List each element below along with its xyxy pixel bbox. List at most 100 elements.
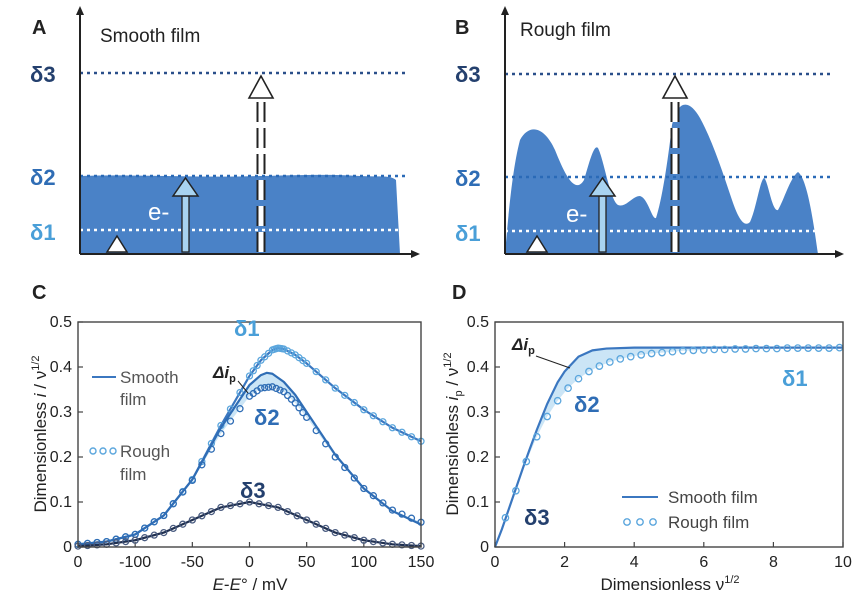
series-point xyxy=(752,344,760,353)
series-point xyxy=(150,518,158,526)
x-tick-label: -100 xyxy=(119,554,151,571)
series-point xyxy=(274,503,282,512)
series-point xyxy=(255,500,263,508)
series-point xyxy=(360,536,368,544)
series-point xyxy=(141,534,149,542)
panel-d-x-label: Dimensionless ν1/2 xyxy=(600,574,739,594)
series-point xyxy=(303,359,311,368)
x-tick-label: 10 xyxy=(834,554,852,571)
series-point xyxy=(379,499,387,507)
series-point xyxy=(245,498,254,506)
y-tick-label: 0 xyxy=(480,539,489,556)
series-point xyxy=(585,367,593,376)
series-point xyxy=(699,346,708,354)
panel-c-delta3-label: δ3 xyxy=(240,478,266,503)
panel-c-delta2-label: δ2 xyxy=(254,405,280,430)
panel-b-delta3-label: δ3 xyxy=(455,62,481,87)
series-point xyxy=(303,413,311,422)
smooth-film-shape xyxy=(80,174,400,254)
panel-d-delta2-label: δ2 xyxy=(574,392,600,417)
x-tick-label: 0 xyxy=(245,554,254,571)
series-point xyxy=(720,345,729,354)
series-point xyxy=(710,345,719,354)
panel-b-letter: B xyxy=(455,17,469,39)
series-point xyxy=(773,344,781,353)
series-point xyxy=(369,492,378,500)
series-point xyxy=(783,344,792,352)
series-point xyxy=(341,463,349,472)
series-point xyxy=(121,533,130,541)
series-point xyxy=(312,520,320,528)
series-point xyxy=(388,506,397,514)
panel-d-delta1-label: δ1 xyxy=(782,366,808,391)
panel-c-plot xyxy=(74,344,425,550)
series-point xyxy=(616,355,625,363)
series-point xyxy=(793,344,802,352)
series-point xyxy=(668,347,677,356)
series-point xyxy=(331,528,339,537)
x-tick-label: 50 xyxy=(298,554,316,571)
y-tick-label: 0.1 xyxy=(50,494,72,511)
series-point xyxy=(369,537,378,546)
series-point xyxy=(647,349,656,358)
series-point xyxy=(341,391,349,400)
series-point xyxy=(407,541,416,550)
series-point xyxy=(291,399,299,407)
series-point xyxy=(595,362,604,370)
panel-b-electron-label: e- xyxy=(566,201,587,228)
panel-d-delta3-label: δ3 xyxy=(524,505,550,530)
series-point xyxy=(637,350,646,359)
panel-a: A Smooth film δ3 δ2 δ1 e- xyxy=(30,6,420,258)
series-point xyxy=(257,384,265,392)
x-tick-label: 0 xyxy=(74,554,83,571)
series-point xyxy=(804,344,813,352)
panel-d-frame xyxy=(494,321,844,548)
series-point xyxy=(287,395,296,403)
x-tick-label: 6 xyxy=(699,554,708,571)
y-tick-label: 0.2 xyxy=(467,449,489,466)
panel-b-delta2-label: δ2 xyxy=(455,166,481,191)
panel-d-delta-ip-leader xyxy=(535,355,571,369)
series-point xyxy=(226,417,235,425)
series-point xyxy=(679,346,687,355)
legend-d-rough-marker xyxy=(623,518,631,526)
series-point xyxy=(121,537,130,546)
series-point xyxy=(188,476,196,485)
series-point xyxy=(287,349,296,357)
series-point xyxy=(312,367,320,376)
legend-rough-marker xyxy=(99,447,107,455)
series-point xyxy=(407,514,416,522)
series-point xyxy=(207,445,216,453)
series-point xyxy=(762,344,771,353)
y-tick-label: 0.4 xyxy=(467,359,489,376)
series-point xyxy=(553,396,562,405)
series-point xyxy=(160,511,168,520)
arrow-delta2-b xyxy=(588,176,617,253)
series-point xyxy=(379,539,387,547)
series-point xyxy=(731,345,739,353)
series-point xyxy=(283,391,292,400)
arrow-delta1-b xyxy=(525,234,549,253)
series-point xyxy=(188,516,196,524)
series-point xyxy=(605,358,614,366)
series-point xyxy=(532,432,541,441)
series-point xyxy=(331,453,339,461)
series-point xyxy=(272,384,280,393)
series-point xyxy=(825,344,833,352)
series-point xyxy=(245,372,254,380)
legend-smooth-label-2: film xyxy=(120,390,146,409)
panel-c: C 0 -100 -50 0 50 100 150 0 0.1 0.2 0.3 0.4 0.5 Dime… xyxy=(30,282,434,594)
x-tick-label: 8 xyxy=(769,554,778,571)
panel-d-delta-ip-label: Δip xyxy=(511,335,535,357)
panel-a-delta1-label: δ1 xyxy=(30,220,56,245)
series-point xyxy=(217,429,225,438)
series-point xyxy=(264,383,273,391)
panel-c-delta-ip-label: Δip xyxy=(212,363,236,385)
x-tick-label: 4 xyxy=(630,554,639,571)
series-point xyxy=(169,524,177,533)
series-point xyxy=(350,534,358,542)
y-tick-label: 0 xyxy=(63,539,72,556)
legend-d-smooth-label: Smooth film xyxy=(668,488,758,507)
panel-c-delta1-label: δ1 xyxy=(234,316,260,341)
arrow-delta3-b xyxy=(661,74,689,252)
